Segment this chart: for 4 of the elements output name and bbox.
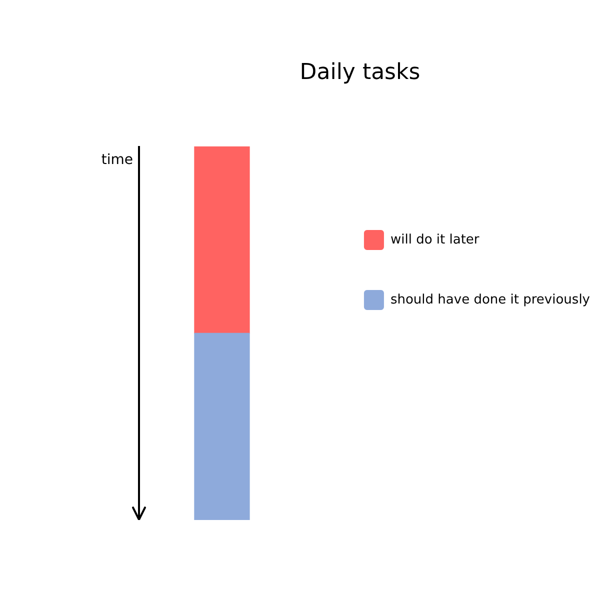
text: Daily tasks: [300, 60, 420, 85]
legend-label: should have done it previously: [390, 292, 590, 308]
legend-label: will do it later: [390, 232, 480, 248]
y-axis-title: time: [101, 152, 133, 168]
